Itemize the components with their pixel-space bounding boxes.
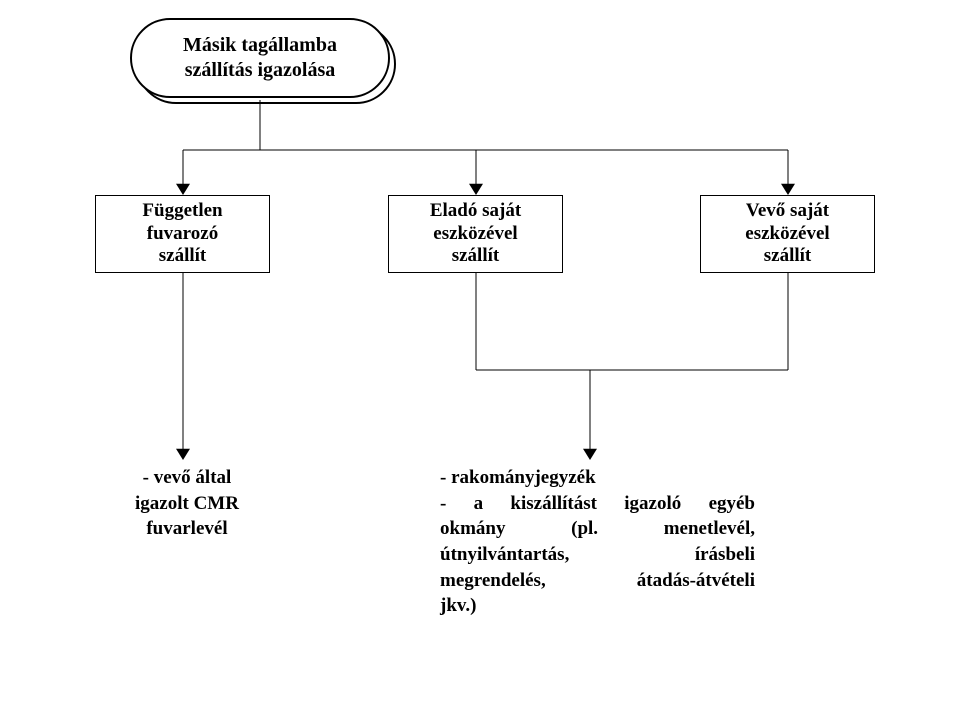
node-elado: Eladó saját eszközével szállít	[388, 195, 563, 273]
leaf-cmr: - vevő által igazolt CMR fuvarlevél	[102, 465, 272, 542]
leaf-right-line2a: - a kiszállítást igazoló egyéb	[440, 491, 755, 517]
l1-0-line1: Független	[142, 200, 222, 221]
leaf-left-line1: - vevő által	[143, 467, 232, 488]
node-vevo: Vevő saját eszközével szállít	[700, 195, 875, 273]
l1-1-line2: eszközével	[433, 223, 517, 244]
node-fuggetlen: Független fuvarozó szállít	[95, 195, 270, 273]
l1-0-line3: szállít	[159, 245, 207, 266]
leaf-right-line2b: okmány (pl. menetlevél,	[440, 516, 755, 542]
l1-0-line2: fuvarozó	[147, 223, 218, 244]
leaf-rakomany: - rakományjegyzék - a kiszállítást igazo…	[440, 465, 755, 619]
l1-2-line2: eszközével	[745, 223, 829, 244]
leaf-right-line2c: útnyilvántartás, írásbeli	[440, 542, 755, 568]
leaf-right-line2d: megrendelés, átadás-átvételi	[440, 568, 755, 594]
leaf-right-line1: - rakományjegyzék	[440, 465, 755, 491]
l1-1-line1: Eladó saját	[430, 200, 521, 221]
root-node: Másik tagállamba szállítás igazolása	[130, 18, 390, 98]
l1-2-line3: szállít	[764, 245, 812, 266]
leaf-left-line2: igazolt CMR	[135, 493, 239, 514]
root-line1: Másik tagállamba	[183, 34, 337, 56]
leaf-left-line3: fuvarlevél	[146, 518, 227, 539]
l1-2-line1: Vevő saját	[746, 200, 829, 221]
leaf-right-line2e: jkv.)	[440, 593, 755, 619]
l1-1-line3: szállít	[452, 245, 500, 266]
root-line2: szállítás igazolása	[185, 59, 336, 81]
